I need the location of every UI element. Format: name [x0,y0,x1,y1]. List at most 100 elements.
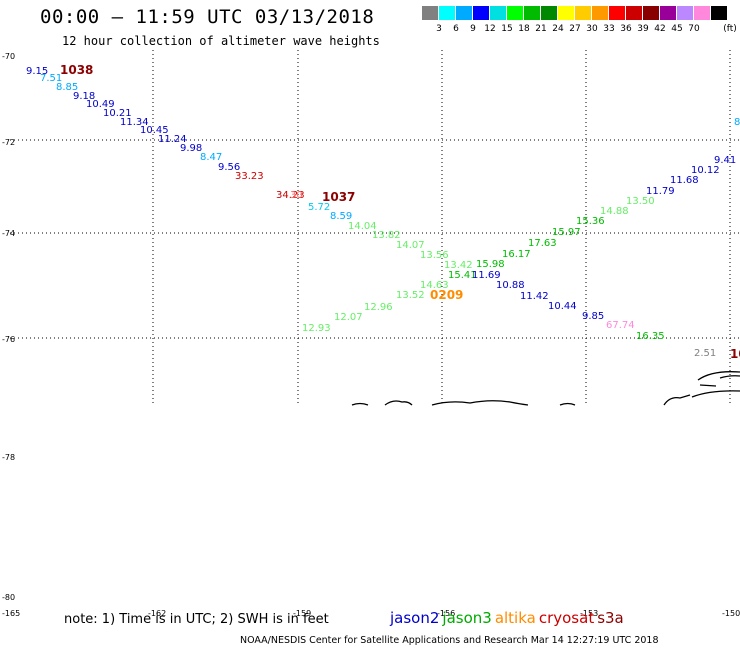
swh-observation: 8.47 [200,152,222,163]
scale-label: 36 [620,24,632,34]
swh-observation: 30 [290,190,303,201]
scale-label: 12 [484,24,496,34]
swh-observation: 9.56 [218,162,240,173]
scale-label: 33 [603,24,615,34]
scale-unit: (ft) [723,24,737,34]
swh-observation: 11.69 [472,270,501,281]
legend-item-cryosat: cryosat [538,609,595,627]
swh-observation: 14.07 [396,240,425,251]
scale-label: 45 [671,24,683,34]
swh-observation: 11.79 [646,186,675,197]
swh-observation: 8.59 [330,211,352,222]
swh-observation: 9.85 [582,311,604,322]
longitude-label: -162 [148,609,166,618]
legend-item-jason3: jason3 [442,609,492,627]
scale-label: 15 [501,24,513,34]
latitude-labels: -70 -72 -74 -76 -78 -80 [2,52,15,602]
scale-swatch [660,6,676,20]
swh-observation: 11.34 [120,117,149,128]
swh-observation: 12.07 [334,312,363,323]
latitude-label: -74 [2,229,15,238]
scale-label: 39 [637,24,649,34]
latitude-label: -72 [2,138,15,147]
scale-swatch [575,6,591,20]
swh-observation: 14.04 [348,221,377,232]
scale-label: 27 [569,24,581,34]
swh-observation: 15.98 [476,259,505,270]
swh-observation: 12.93 [302,323,331,334]
swh-observation: 15.36 [576,216,605,227]
swh-observation: 5.72 [308,202,330,213]
longitude-label: -150 [722,609,740,618]
swh-observation: 10.21 [103,108,132,119]
swh-observation: 13.42 [444,260,473,271]
longitude-labels: -165 -162 -159 -156 -153 -150 [2,609,740,618]
footer-credit: NOAA/NESDIS Center for Satellite Applica… [240,635,659,646]
swh-observation: 7.51 [40,73,62,84]
pass-time-label: 1037 [322,190,355,204]
pass-time-label: 10 [730,347,740,361]
scale-swatch [558,6,574,20]
scale-label: 9 [470,24,476,34]
scale-swatch [643,6,659,20]
scale-label: 21 [535,24,547,34]
swh-observation: 10.45 [140,125,169,136]
swh-observation: 12.96 [364,302,393,313]
swh-observation: 13.56 [420,250,449,261]
swh-observation: 33.23 [235,171,264,182]
swh-observation: 14.63 [420,280,449,291]
swh-observation: 11.42 [520,291,549,302]
scale-label: 3 [436,24,442,34]
scale-label: 42 [654,24,666,34]
scale-swatch [694,6,710,20]
footer-note: note: 1) Time is in UTC; 2) SWH is in fe… [64,612,329,627]
scale-swatch [507,6,523,20]
legend-item-jason2: jason2 [390,609,440,627]
pass-labels: 1038 1037 0209 10 [60,63,740,361]
scale-swatch [592,6,608,20]
swh-observation: 9.41 [714,155,736,166]
swh-observation: 34.23 [276,190,305,201]
legend-item-altika: altika [494,609,536,627]
swh-observation: 16.17 [502,249,531,260]
longitude-label: -156 [437,609,455,618]
scale-swatch [422,6,438,20]
legend-item-s3a: s3a [597,609,624,627]
observation-labels: 9.157.518.859.1810.4910.2111.3410.4511.2… [26,66,740,359]
swh-observation: 8 [734,117,740,128]
swh-observation: 11.68 [670,175,699,186]
scale-label: 70 [688,24,700,34]
scale-swatch [524,6,540,20]
scale-swatch [626,6,642,20]
swh-observation: 67.74 [606,320,635,331]
swh-observation: 9.15 [26,66,48,77]
antarctic-coastline [351,371,740,406]
swh-observation: 15.97 [552,227,581,238]
scale-swatch [609,6,625,20]
scale-swatch [439,6,455,20]
swh-observation: 2.51 [694,348,716,359]
satellite-legend: jason2 jason3 altika cryosat s3a [390,609,627,627]
latitude-label: -76 [2,335,15,344]
longitude-label: -159 [293,609,311,618]
swh-observation: 13.52 [396,290,425,301]
swh-observation: 9.98 [180,143,202,154]
scale-swatch [711,6,727,20]
scale-label: 6 [453,24,459,34]
scale-label: 18 [518,24,530,34]
swh-observation: 16.35 [636,331,665,342]
scale-swatch [456,6,472,20]
latitude-label: -78 [2,453,15,462]
scale-label: 24 [552,24,564,34]
latitude-label: -70 [2,52,15,61]
graticule [10,50,740,405]
pass-time-label: 0209 [430,288,463,302]
map-subtitle: 12 hour collection of altimeter wave hei… [62,34,380,48]
swh-observation: 9.18 [73,91,95,102]
scale-label: 30 [586,24,598,34]
swh-observation: 11.24 [158,134,187,145]
scale-swatch [541,6,557,20]
longitude-label: -153 [580,609,598,618]
swh-observation: 13.50 [626,196,655,207]
